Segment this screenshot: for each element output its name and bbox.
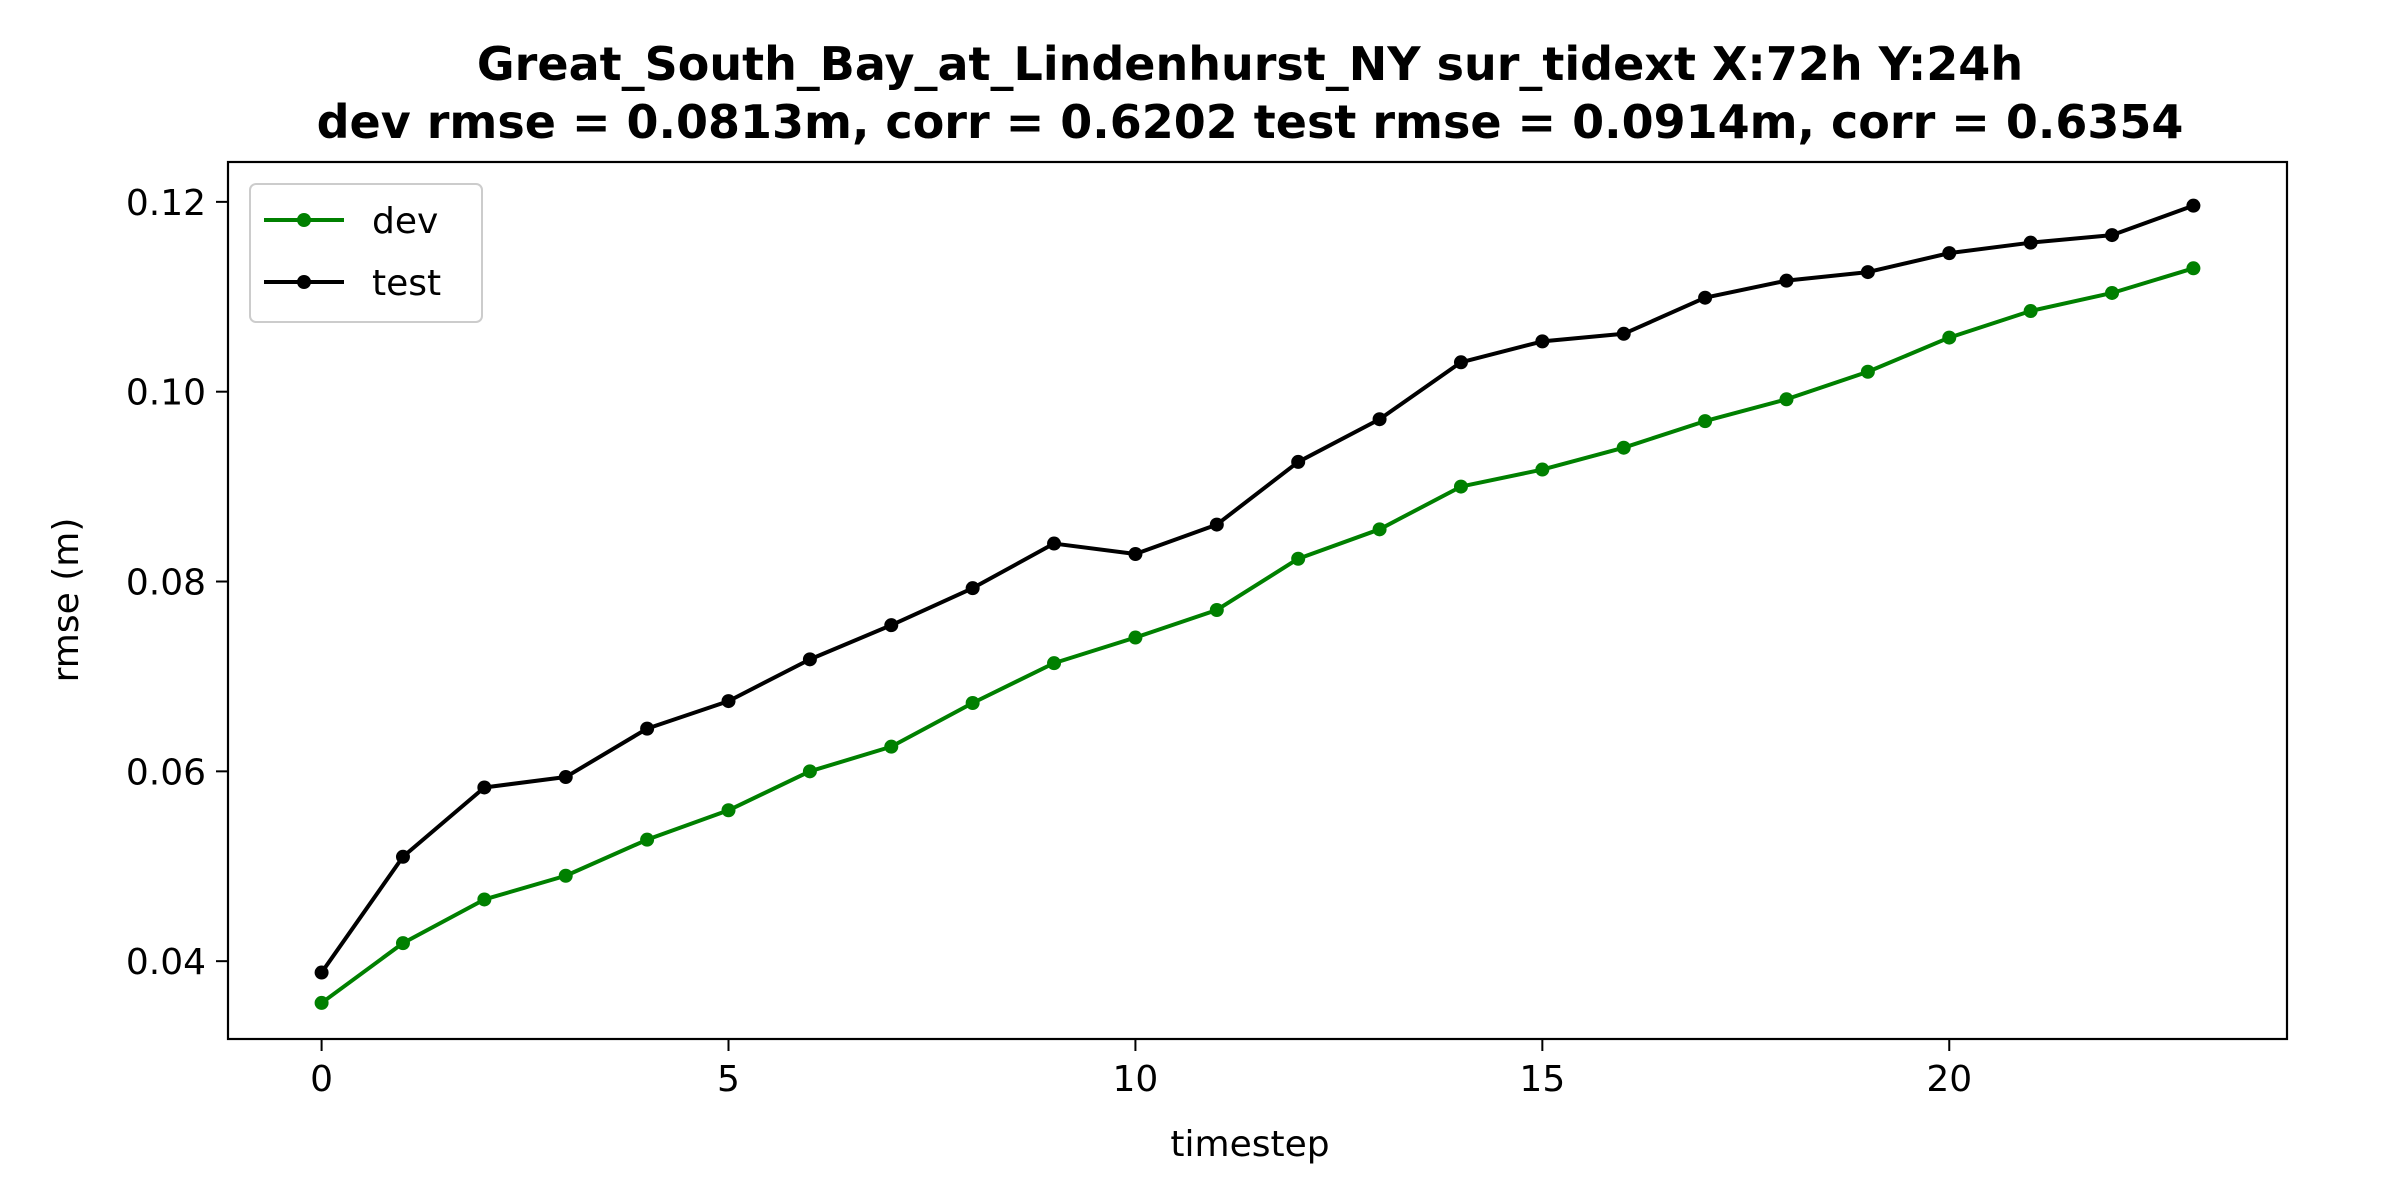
data-point-dev [1698, 414, 1713, 429]
legend-label-dev: dev [372, 201, 438, 242]
data-point-test [1860, 265, 1875, 280]
data-point-test [640, 721, 655, 736]
series-line-dev [320, 266, 2194, 1005]
data-point-test [558, 770, 573, 785]
data-point-dev [314, 995, 329, 1010]
data-point-test [2023, 235, 2038, 250]
data-point-test [1128, 546, 1143, 561]
data-point-dev [2105, 285, 2120, 300]
data-point-dev [1860, 364, 1875, 379]
data-point-test [395, 849, 410, 864]
x-tick-label: 15 [1519, 1059, 1565, 1100]
data-point-test [1047, 536, 1062, 551]
data-point-dev [558, 868, 573, 883]
data-point-dev [1291, 551, 1306, 566]
plot-area: 0 5 10 15 20 0.04 0.06 0.08 0.10 0.12 [126, 160, 2289, 1100]
y-tick-label: 0.06 [126, 752, 206, 793]
legend-marker-dev [297, 213, 311, 227]
data-point-dev [1209, 602, 1224, 617]
data-point-test [721, 694, 736, 709]
x-tick-label: 5 [717, 1059, 740, 1100]
data-point-dev [1942, 330, 1957, 345]
y-tick-label: 0.08 [126, 563, 206, 604]
data-point-dev [477, 892, 492, 907]
data-point-dev [965, 696, 980, 711]
data-point-dev [1535, 462, 1550, 477]
data-point-dev [1453, 479, 1468, 494]
data-point-test [2186, 198, 2201, 213]
chart-title-line1: Great_South_Bay_at_Lindenhurst_NY sur_ti… [477, 37, 2023, 91]
legend-label-test: test [372, 263, 441, 304]
data-point-test [2105, 228, 2120, 243]
data-point-test [1535, 334, 1550, 349]
data-point-test [1779, 273, 1794, 288]
data-point-test [1698, 290, 1713, 305]
x-tick-label: 0 [310, 1059, 333, 1100]
series-line-test [319, 203, 2195, 974]
data-point-test [1291, 454, 1306, 469]
x-tick-label: 20 [1926, 1059, 1972, 1100]
data-point-test [1453, 355, 1468, 370]
x-tick-label: 10 [1113, 1059, 1159, 1100]
data-point-dev [1616, 440, 1631, 455]
data-point-test [1942, 246, 1957, 261]
data-point-dev [640, 832, 655, 847]
data-point-dev [884, 739, 899, 754]
data-point-test [314, 965, 329, 980]
legend-box [249, 183, 483, 323]
y-tick-label: 0.04 [126, 942, 206, 983]
data-point-test [965, 581, 980, 596]
y-axis-label: rmse (m) [46, 518, 87, 683]
data-point-test [1372, 412, 1387, 427]
data-point-dev [802, 764, 817, 779]
chart-title-line2: dev rmse = 0.0813m, corr = 0.6202 test r… [317, 95, 2184, 149]
legend-marker-test [297, 275, 311, 289]
data-point-test [802, 652, 817, 667]
data-point-dev [2186, 261, 2201, 276]
data-point-test [1616, 326, 1631, 341]
y-tick-label: 0.12 [126, 183, 206, 224]
plot-frame [226, 160, 2289, 1041]
data-point-test [884, 618, 899, 633]
data-point-test [477, 780, 492, 795]
data-point-dev [1779, 392, 1794, 407]
data-point-dev [1047, 656, 1062, 671]
data-point-dev [1128, 630, 1143, 645]
legend: dev test [249, 183, 483, 323]
data-point-test [1209, 517, 1224, 532]
x-axis-label: timestep [1170, 1124, 1329, 1165]
data-point-dev [395, 936, 410, 951]
y-tick-label: 0.10 [126, 373, 206, 414]
data-point-dev [721, 803, 736, 818]
data-point-dev [2023, 304, 2038, 319]
data-point-dev [1372, 522, 1387, 537]
